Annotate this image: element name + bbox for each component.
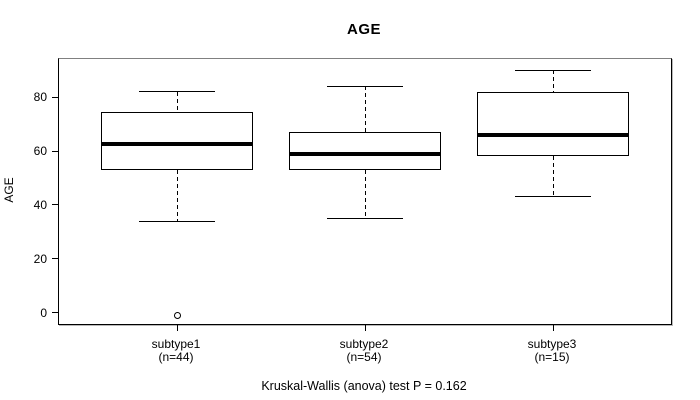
stat-test-caption: Kruskal-Wallis (anova) test P = 0.162 [261,379,467,393]
y-axis-tick-label: 20 [33,251,47,266]
category-name: subtype3 [527,337,577,351]
iqr-box [101,111,253,170]
y-axis-tick [52,312,59,314]
category-label: subtype1 (n=44) [106,338,246,364]
y-axis-tick [52,204,59,206]
y-axis-tick [52,96,59,98]
lower-whisker-line [176,169,178,222]
x-axis-tick [176,324,178,331]
category-label: subtype2 (n=54) [294,338,434,364]
median-line [477,132,629,137]
x-axis-tick [364,324,366,331]
lower-whisker-cap [327,217,403,219]
lower-whisker-line [364,169,366,219]
y-axis-tick-label: 0 [40,305,47,320]
upper-whisker-line [552,70,554,92]
category-sample-size: (n=44) [158,350,194,364]
plot-area: 0 20 40 60 80 [34,58,672,331]
median-line [101,142,253,147]
category-sample-size: (n=54) [346,350,382,364]
median-line [289,151,441,156]
y-axis-tick [52,150,59,152]
upper-whisker-line [364,86,366,133]
category-label: subtype3 (n=15) [482,338,622,364]
y-axis-label: AGE [2,177,16,203]
chart-title: AGE [346,21,381,38]
lower-whisker-cap [139,220,215,222]
upper-whisker-line [176,91,178,112]
category-sample-size: (n=15) [534,350,570,364]
lower-whisker-line [552,156,554,197]
iqr-box [477,91,629,157]
iqr-box [289,132,441,170]
y-axis-tick-label: 60 [33,144,47,159]
y-axis-tick [52,258,59,260]
outlier-point [173,312,181,320]
y-axis-tick-label: 40 [33,197,47,212]
upper-whisker-cap [515,69,591,71]
category-name: subtype2 [339,337,389,351]
y-axis-tick-label: 80 [33,90,47,105]
x-axis-tick [552,324,554,331]
category-name: subtype1 [151,337,201,351]
lower-whisker-cap [515,196,591,198]
upper-whisker-cap [327,85,403,87]
upper-whisker-cap [139,91,215,93]
